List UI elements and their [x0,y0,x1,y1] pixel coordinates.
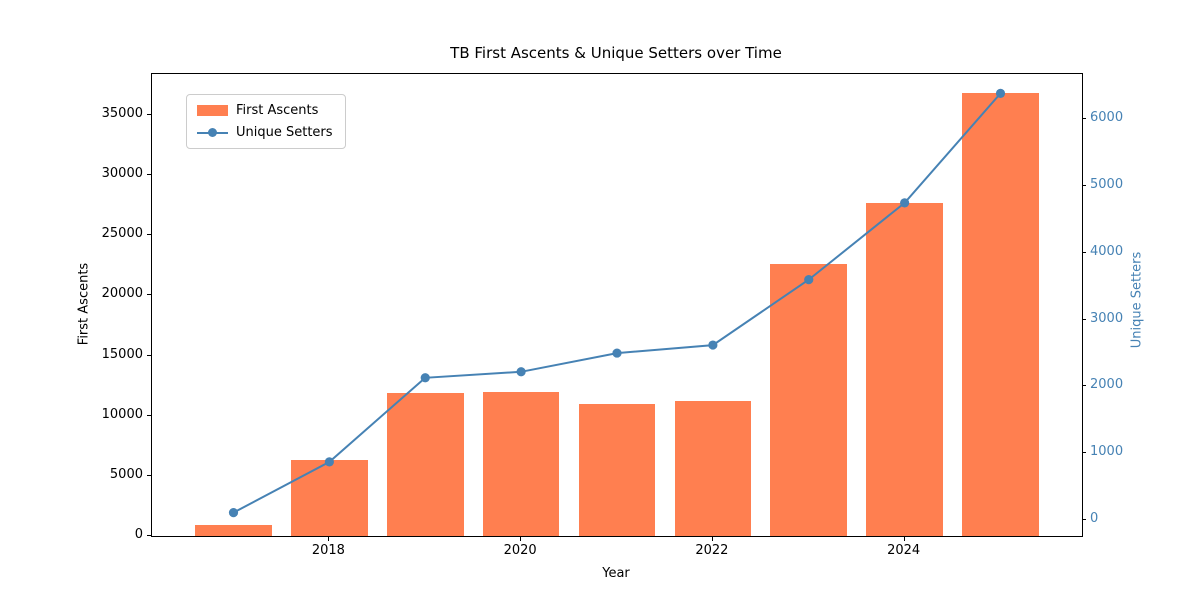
x-tick-label: 2018 [311,543,345,558]
line-path [233,92,1002,514]
bar-2017 [195,525,272,536]
right-tick-label: 0 [1090,510,1099,526]
x-tick-mark [711,537,713,541]
x-tick-mark [328,537,330,541]
bar-2025 [962,93,1039,536]
line-series [228,88,1006,518]
y-axis-label-left: First Ascents [76,262,92,346]
marker-2017 [228,508,239,518]
bar-2019 [386,392,464,536]
marker-2023 [804,275,814,285]
legend: First Ascents Unique Setters [186,94,346,149]
legend-label: Unique Setters [236,125,333,140]
left-tick-label: 20000 [101,286,143,302]
left-tick-label: 15000 [101,346,143,362]
legend-entry-unique-setters: Unique Setters [197,125,333,140]
left-tick-mark [147,234,151,236]
marker-2021 [612,348,622,358]
plot-area: First Ascents Unique Setters [151,73,1083,537]
left-tick-mark [147,294,151,296]
right-tick-mark [1082,385,1086,387]
marker-2018 [324,457,334,467]
left-tick-mark [147,174,151,176]
legend-line-swatch [197,127,228,138]
bar-2022 [674,400,752,536]
x-tick-mark [520,537,522,541]
legend-label: First Ascents [236,103,319,118]
right-tick-label: 6000 [1090,110,1124,126]
left-tick-label: 0 [134,527,143,542]
x-tick-mark [903,537,905,541]
legend-bar-swatch [197,105,228,116]
right-tick-label: 2000 [1090,377,1124,393]
x-axis-label: Year [602,566,630,581]
left-tick-label: 30000 [101,166,143,182]
right-tick-mark [1082,318,1086,320]
right-tick-label: 4000 [1090,243,1124,259]
right-tick-mark [1082,251,1086,253]
x-tick-label: 2022 [695,543,729,558]
bar-2018 [291,460,368,536]
right-tick-label: 1000 [1090,444,1124,460]
bar-2024 [866,203,943,536]
marker-2025 [995,88,1006,98]
legend-marker-icon [208,128,217,137]
y-axis-label-right: Unique Setters [1129,251,1145,349]
bar-2020 [482,391,560,536]
right-tick-mark [1082,452,1086,454]
chart-title: TB First Ascents & Unique Setters over T… [450,44,782,62]
right-tick-label: 3000 [1090,310,1124,326]
bar-2021 [578,403,656,536]
right-tick-label: 5000 [1090,177,1124,193]
marker-2022 [708,340,718,350]
bar-2023 [770,264,848,536]
left-tick-mark [147,474,151,476]
legend-entry-first-ascents: First Ascents [197,103,333,118]
left-tick-label: 35000 [101,105,143,121]
left-tick-label: 25000 [101,226,143,242]
right-tick-mark [1082,185,1086,187]
left-tick-mark [147,113,151,115]
left-tick-label: 10000 [101,406,143,422]
right-tick-mark [1082,118,1086,120]
x-tick-label: 2020 [503,543,537,558]
marker-2019 [420,373,430,383]
x-tick-label: 2024 [887,543,921,558]
left-tick-mark [147,414,151,416]
left-tick-label: 5000 [109,466,143,482]
right-tick-mark [1082,518,1086,520]
left-tick-mark [147,535,151,536]
marker-2020 [516,367,526,377]
marker-2024 [900,198,910,208]
left-tick-mark [147,354,151,356]
